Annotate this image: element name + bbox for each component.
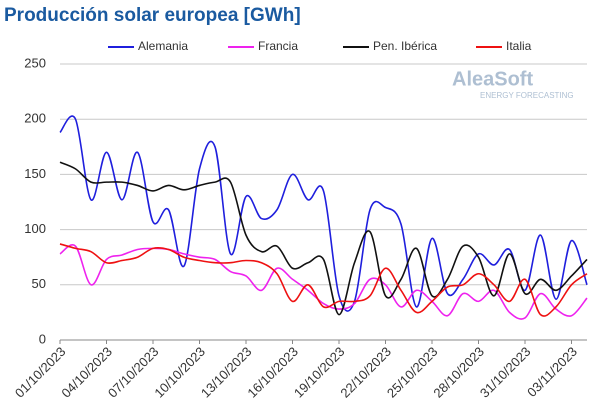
legend-label: Pen. Ibérica (373, 39, 437, 53)
y-tick-label: 100 (24, 221, 46, 236)
y-tick-label: 200 (24, 111, 46, 126)
chart-title: Producción solar europea [GWh] (4, 5, 301, 26)
x-tick-label: 03/11/2023 (524, 344, 580, 400)
legend-label: Francia (258, 39, 298, 53)
legend-label: Alemania (138, 39, 188, 53)
y-tick-label: 150 (24, 166, 46, 181)
series-line (59, 115, 588, 312)
y-tick-label: 250 (24, 55, 46, 70)
y-tick-label: 50 (32, 276, 46, 291)
x-tick-label: 31/10/2023 (477, 344, 534, 401)
series-line (59, 161, 588, 316)
watermark-name: AleaSoft (452, 68, 533, 90)
series-line (59, 243, 588, 317)
y-tick-label: 0 (39, 331, 46, 346)
legend-label: Italia (506, 39, 532, 53)
watermark-tagline: ENERGY FORECASTING (480, 91, 574, 100)
series-line (59, 244, 588, 320)
